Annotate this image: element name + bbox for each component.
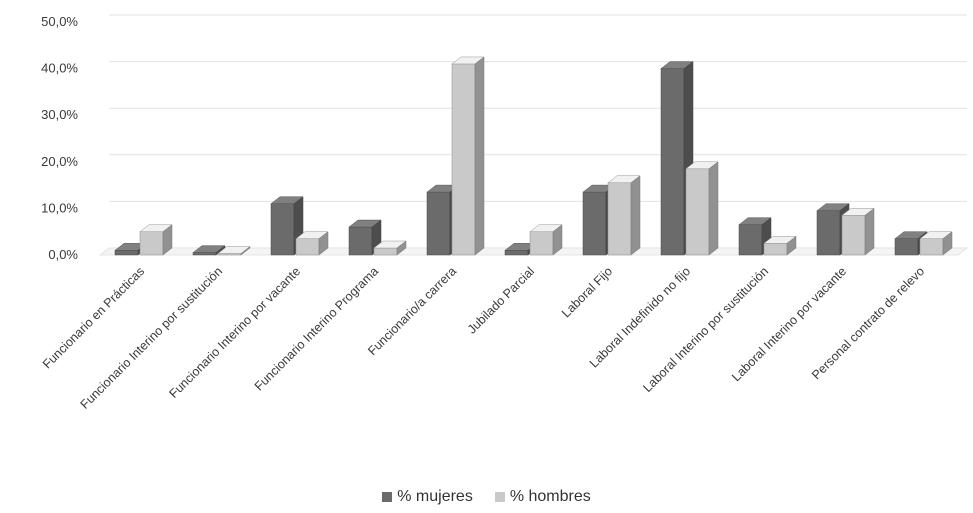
y-tick-label: 20,0% — [41, 154, 78, 169]
x-tick-label: Laboral Fijo — [559, 264, 615, 320]
legend: % mujeres % hombres — [0, 488, 973, 506]
bar-hombres — [451, 56, 485, 256]
x-tick-label: Funcionario Interino Programa — [252, 264, 381, 393]
bar-hombres — [607, 175, 641, 256]
x-tick-label: Funcionario/a carrera — [365, 264, 459, 358]
bar-hombres — [685, 161, 719, 256]
y-tick-label: 0,0% — [48, 247, 78, 262]
bar-hombres — [295, 231, 329, 256]
x-tick-label: Jubilado Parcial — [465, 264, 537, 336]
y-tick-label: 30,0% — [41, 107, 78, 122]
x-tick-label: Funcionario Interino por vacante — [166, 264, 303, 401]
y-tick-label: 10,0% — [41, 200, 78, 215]
bar-hombres — [763, 235, 797, 256]
y-tick-label: 50,0% — [41, 14, 78, 29]
bar-hombres — [373, 240, 407, 256]
legend-item-mujeres: % mujeres — [382, 488, 473, 506]
bars — [114, 56, 953, 256]
y-tick-label: 40,0% — [41, 61, 78, 76]
bar-hombres — [529, 224, 563, 256]
x-tick-label: Laboral Interino por sustitución — [640, 264, 771, 395]
bar-hombres — [841, 207, 875, 256]
bar-hombres — [139, 224, 173, 256]
x-tick-label: Funcionario Interino por sustitución — [78, 264, 226, 412]
bar-hombres — [919, 231, 953, 256]
legend-label-mujeres: % mujeres — [397, 488, 473, 505]
legend-item-hombres: % hombres — [494, 488, 591, 506]
bar-mujeres — [738, 217, 772, 256]
bar-hombres — [217, 245, 251, 256]
legend-swatch-hombres — [494, 492, 505, 502]
legend-label-hombres: % hombres — [509, 488, 591, 505]
y-axis-ticks: 0,0% 10,0% 20,0% 30,0% 40,0% 50,0% — [41, 14, 78, 262]
legend-swatch-mujeres — [382, 492, 393, 502]
